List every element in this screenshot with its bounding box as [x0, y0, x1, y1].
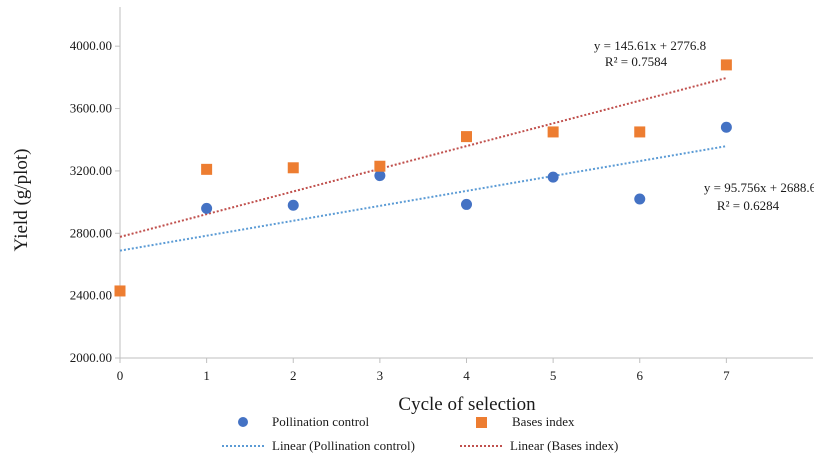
point-pollination-control: [720, 121, 732, 133]
trendline-equation-bases-index: y = 145.61x + 2776.8: [594, 38, 706, 53]
legend-label-bases-index: Bases index: [512, 414, 575, 429]
x-tick-label: 1: [203, 368, 210, 383]
point-pollination-control: [461, 198, 472, 210]
y-tick-label: 2800.00: [70, 225, 112, 240]
legend-label-linear-pollination-control: Linear (Pollination control): [272, 438, 415, 453]
x-tick-label: 0: [117, 368, 124, 383]
y-tick-label: 2000.00: [70, 350, 112, 365]
legend-marker-bases-index: [476, 417, 487, 428]
legend: Pollination control Bases index Linear (…: [222, 414, 618, 453]
data-points: [114, 59, 732, 297]
legend-label-pollination-control: Pollination control: [272, 414, 370, 429]
point-bases-index: [201, 163, 213, 175]
y-tick-label: 2400.00: [70, 288, 112, 303]
point-bases-index: [634, 126, 646, 138]
x-axis-ticks: 0 1 2 3 4 5 6 7: [117, 358, 730, 383]
legend-marker-pollination-control: [238, 417, 248, 427]
point-bases-index: [287, 162, 299, 174]
trendline-pollination-control: [119, 145, 727, 252]
x-tick-label: 7: [723, 368, 730, 383]
y-tick-label: 3200.00: [70, 163, 112, 178]
legend-label-linear-bases-index: Linear (Bases index): [510, 438, 618, 453]
point-pollination-control: [201, 202, 213, 214]
trendline-r2-bases-index: R² = 0.7584: [605, 54, 668, 69]
trendline-equation-pollination-control: y = 95.756x + 2688.6: [704, 180, 814, 195]
x-tick-label: 5: [550, 368, 557, 383]
x-tick-label: 4: [463, 368, 470, 383]
point-pollination-control: [287, 199, 299, 211]
x-tick-label: 6: [637, 368, 644, 383]
x-tick-label: 2: [290, 368, 297, 383]
point-bases-index: [547, 126, 559, 138]
y-tick-label: 3600.00: [70, 101, 112, 116]
point-bases-index: [374, 160, 386, 172]
y-axis-ticks: 2000.00 2400.00 2800.00 3200.00 3600.00 4000.…: [70, 38, 120, 365]
trendline-bases-index: [119, 77, 727, 238]
point-bases-index: [720, 59, 732, 71]
x-tick-label: 3: [377, 368, 384, 383]
point-bases-index: [461, 131, 472, 143]
trendlines: [119, 77, 727, 252]
y-axis-title: Yield (g/plot): [11, 149, 32, 252]
point-pollination-control: [547, 171, 559, 183]
x-axis-title: Cycle of selection: [398, 394, 536, 415]
y-tick-label: 4000.00: [70, 38, 112, 53]
trendline-r2-pollination-control: R² = 0.6284: [717, 198, 780, 213]
point-bases-index: [114, 285, 126, 297]
point-pollination-control: [634, 193, 646, 205]
point-pollination-control: [374, 170, 386, 182]
